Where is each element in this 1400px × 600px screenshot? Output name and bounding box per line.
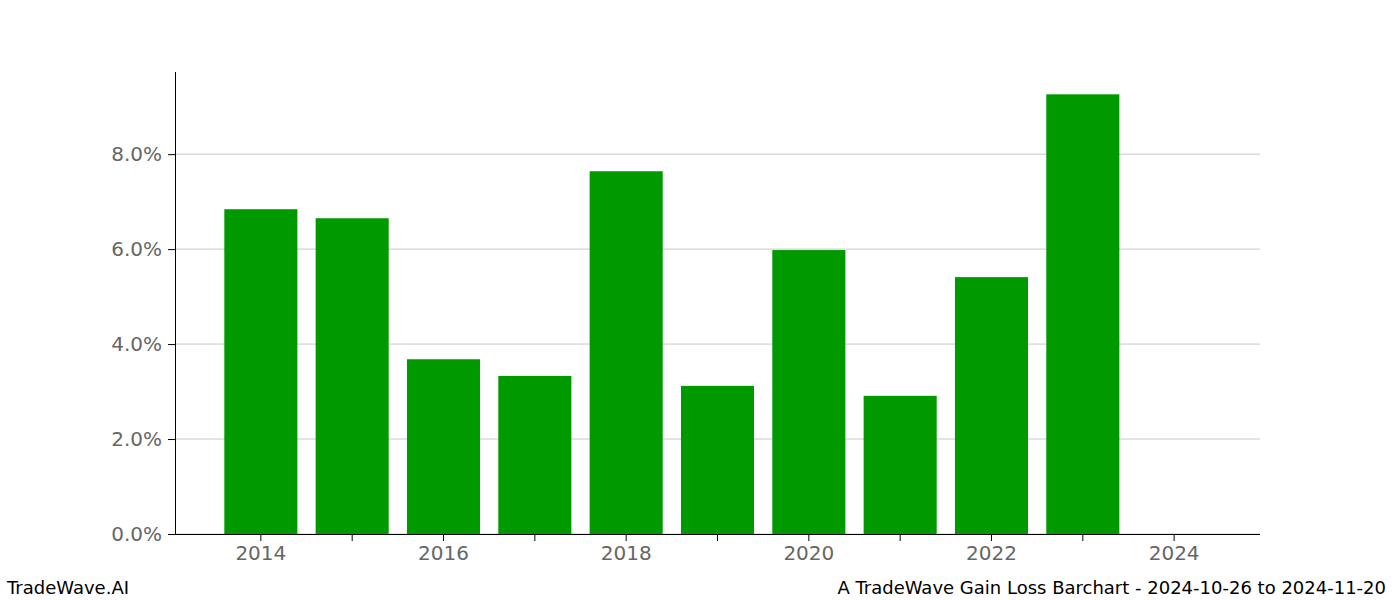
x-tick-mark xyxy=(443,534,444,541)
footer-right: A TradeWave Gain Loss Barchart - 2024-10… xyxy=(837,577,1386,598)
y-tick-mark xyxy=(168,439,175,440)
x-tick xyxy=(352,534,353,541)
x-tick-mark xyxy=(717,534,718,541)
x-tick xyxy=(534,534,535,541)
x-tick xyxy=(1082,534,1083,541)
bar xyxy=(498,376,571,534)
bar xyxy=(955,277,1028,534)
x-tick-mark xyxy=(1082,534,1083,541)
y-tick-label: 6.0% xyxy=(111,237,162,261)
y-tick: 4.0% xyxy=(111,332,175,356)
y-tick: 2.0% xyxy=(111,427,175,451)
x-tick-label: 2020 xyxy=(783,541,834,565)
y-tick-label: 2.0% xyxy=(111,427,162,451)
y-tick-label: 0.0% xyxy=(111,522,162,546)
footer-left: TradeWave.AI xyxy=(6,577,129,598)
x-tick: 2018 xyxy=(601,534,652,565)
y-tick-mark xyxy=(168,154,175,155)
x-tick-label: 2016 xyxy=(418,541,469,565)
x-tick-mark xyxy=(1174,534,1175,541)
bar xyxy=(316,218,389,534)
x-tick: 2016 xyxy=(418,534,469,565)
x-tick-label: 2022 xyxy=(966,541,1017,565)
x-tick-label: 2024 xyxy=(1149,541,1200,565)
y-tick-label: 4.0% xyxy=(111,332,162,356)
bar xyxy=(407,359,480,534)
x-tick: 2020 xyxy=(783,534,834,565)
x-tick-mark xyxy=(626,534,627,541)
y-tick: 6.0% xyxy=(111,237,175,261)
y-tick-mark xyxy=(168,534,175,535)
x-tick-mark xyxy=(808,534,809,541)
x-tick-mark xyxy=(991,534,992,541)
y-tick: 8.0% xyxy=(111,142,175,166)
x-tick-label: 2014 xyxy=(235,541,286,565)
x-tick: 2024 xyxy=(1149,534,1200,565)
bar xyxy=(1138,534,1211,535)
x-tick-mark xyxy=(900,534,901,541)
bar xyxy=(772,250,845,534)
bar xyxy=(1046,94,1119,534)
bar xyxy=(681,386,754,534)
y-tick: 0.0% xyxy=(111,522,175,546)
chart: 0.0% 2.0% 4.0% 6.0% 8.0% 2014 2016 2018 2020 2022… xyxy=(0,0,1400,600)
bar xyxy=(864,396,937,534)
bar xyxy=(590,171,663,534)
x-tick: 2014 xyxy=(235,534,286,565)
x-tick-label: 2018 xyxy=(601,541,652,565)
y-tick-mark xyxy=(168,344,175,345)
x-tick xyxy=(900,534,901,541)
x-tick-mark xyxy=(534,534,535,541)
bar xyxy=(224,209,297,534)
y-axis-line xyxy=(175,72,176,534)
x-tick-mark xyxy=(260,534,261,541)
x-tick: 2022 xyxy=(966,534,1017,565)
bars xyxy=(224,94,1119,534)
x-tick-mark xyxy=(352,534,353,541)
y-tick-mark xyxy=(168,249,175,250)
x-axis: 2014 2016 2018 2020 2022 2024 xyxy=(175,534,1260,565)
y-tick-label: 8.0% xyxy=(111,142,162,166)
y-axis: 0.0% 2.0% 4.0% 6.0% 8.0% xyxy=(111,72,175,546)
x-tick xyxy=(717,534,718,541)
